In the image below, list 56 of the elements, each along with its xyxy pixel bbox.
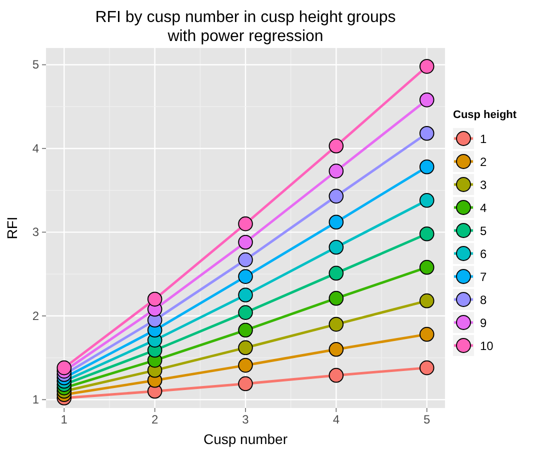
point	[419, 126, 434, 141]
point	[419, 326, 434, 342]
point	[328, 368, 344, 383]
point	[238, 358, 253, 373]
point	[419, 92, 434, 108]
chart-title: RFI by cusp number in cusp height groups with power regression	[95, 9, 396, 45]
point	[328, 342, 344, 357]
legend-label: 8	[480, 293, 487, 307]
legend-label: 10	[480, 339, 494, 353]
point	[419, 260, 434, 275]
point	[328, 164, 344, 178]
legend-title: Cusp height	[453, 109, 517, 121]
point	[238, 305, 253, 320]
x-tick-label: 2	[151, 412, 158, 427]
point	[328, 266, 344, 281]
y-tick-label: 4	[32, 141, 40, 156]
x-tick-label: 4	[332, 412, 340, 427]
legend-label: 9	[480, 316, 487, 330]
point	[328, 240, 344, 255]
x-axis-title: Cusp number	[203, 431, 288, 447]
x-tick-label: 5	[424, 412, 431, 427]
legend-label: 2	[480, 155, 487, 169]
legend-label: 6	[480, 247, 487, 261]
point	[328, 138, 344, 154]
legend-label: 3	[480, 178, 487, 192]
legend-label: 1	[480, 132, 487, 146]
legend-label: 4	[480, 201, 487, 215]
point	[238, 376, 253, 392]
point	[238, 252, 253, 268]
point	[147, 292, 162, 307]
point	[238, 288, 253, 302]
point	[328, 316, 344, 332]
point	[238, 269, 253, 284]
point	[419, 59, 434, 74]
y-axis-title: RFI	[4, 216, 20, 240]
point	[419, 226, 434, 242]
x-tick-label: 3	[242, 412, 250, 427]
point	[56, 360, 72, 376]
point	[238, 216, 253, 232]
point	[238, 340, 253, 356]
y-tick-label: 5	[32, 58, 40, 72]
y-tick-label: 1	[32, 392, 40, 406]
point	[238, 234, 253, 250]
y-tick-label: 2	[32, 308, 40, 323]
legend-label: 7	[480, 270, 487, 284]
point	[328, 188, 344, 204]
point	[328, 214, 344, 230]
legend-label: 5	[480, 224, 487, 238]
point	[419, 192, 434, 208]
point	[419, 360, 434, 376]
point	[419, 293, 434, 308]
point	[328, 290, 344, 306]
x-tick-label: 1	[60, 412, 68, 427]
point	[238, 322, 253, 338]
y-tick-label: 3	[32, 225, 40, 240]
point	[419, 159, 434, 174]
